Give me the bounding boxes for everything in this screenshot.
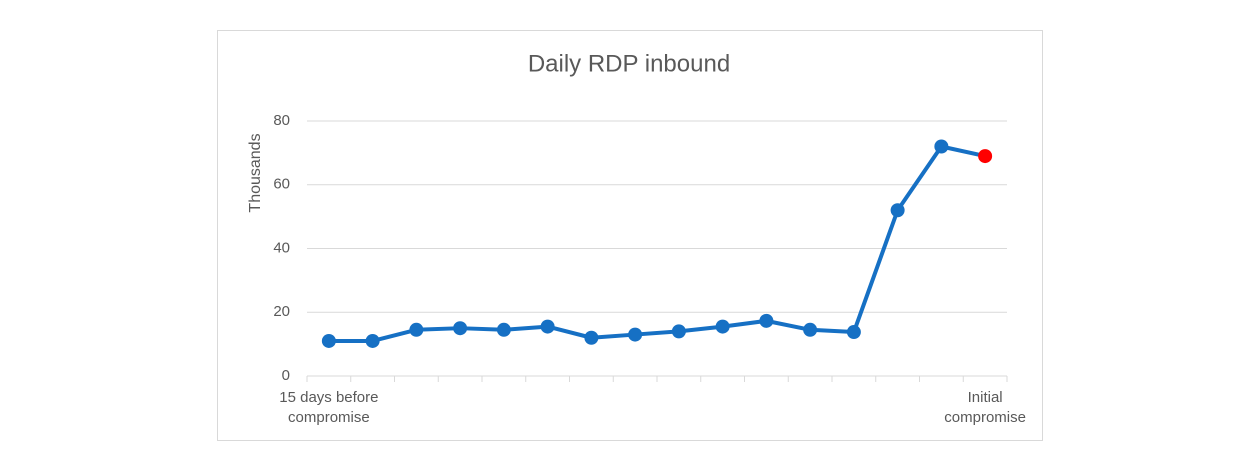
- marker: [540, 319, 555, 334]
- marker: [453, 321, 468, 336]
- marker: [409, 322, 424, 337]
- marker: [715, 319, 730, 334]
- x-tick-label: Initial compromise: [944, 389, 1026, 426]
- y-axis-label: Thousands: [247, 133, 264, 212]
- chart-frame: [217, 30, 1043, 441]
- marker: [496, 322, 511, 337]
- x-tick-label: 15 days before compromise: [279, 389, 379, 426]
- marker: [890, 203, 905, 218]
- marker: [759, 313, 774, 328]
- line: [328, 144, 986, 343]
- marker: [803, 322, 818, 337]
- marker: [934, 139, 949, 154]
- y-tick-label: 0: [282, 367, 290, 384]
- y-tick-label: 40: [273, 239, 290, 256]
- y-tick-label: 60: [273, 176, 290, 193]
- y-tick-label: 80: [273, 112, 290, 129]
- marker: [671, 324, 686, 339]
- marker: [978, 149, 993, 164]
- marker: [846, 325, 861, 340]
- marker: [321, 333, 336, 348]
- marker: [584, 330, 599, 345]
- chart-title: Daily RDP inbound: [528, 50, 730, 77]
- marker: [365, 333, 380, 348]
- y-tick-label: 20: [273, 303, 290, 320]
- marker: [628, 327, 643, 342]
